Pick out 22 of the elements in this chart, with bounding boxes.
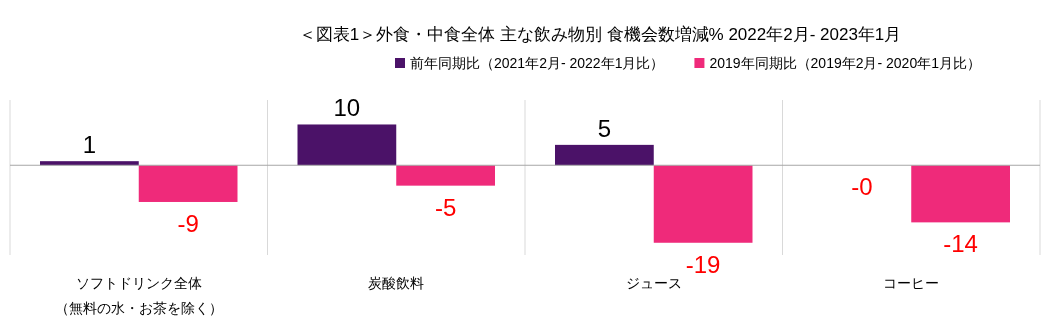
bar xyxy=(653,165,753,243)
x-tick-label: コーヒー xyxy=(883,275,940,291)
bar xyxy=(555,144,654,166)
data-label: 10 xyxy=(333,94,361,122)
data-label: 1 xyxy=(82,131,97,159)
x-tick-label: ジュース xyxy=(625,275,682,291)
legend-label: 2019年同期比（2019年2月- 2020年1月比） xyxy=(709,55,981,71)
data-label: -9 xyxy=(177,209,199,237)
bar xyxy=(40,161,139,166)
data-label: -0 xyxy=(851,173,873,201)
bar xyxy=(396,165,495,186)
x-tick-label: ソフトドリンク全体（無料の水・お茶を除く） xyxy=(54,275,223,316)
chart-title: ＜図表1＞外食・中食全体 主な飲み物別 食機会数増減% 2022年2月- 2023年1月 xyxy=(298,25,902,44)
data-label: -5 xyxy=(434,193,457,221)
data-label: -19 xyxy=(685,250,721,278)
data-label: 5 xyxy=(597,114,612,142)
bar xyxy=(138,165,238,202)
bar xyxy=(297,124,397,166)
data-label: -14 xyxy=(943,230,978,258)
x-tick-label: 炭酸飲料 xyxy=(368,275,425,291)
bar xyxy=(911,165,1010,223)
legend-label: 前年同期比（2021年2月- 2022年1月比） xyxy=(410,55,665,71)
